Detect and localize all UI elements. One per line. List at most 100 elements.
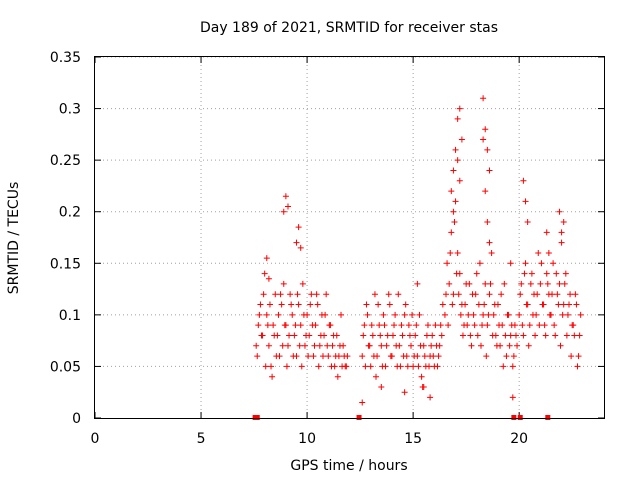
data-point bbox=[401, 311, 408, 318]
zero-marker bbox=[356, 415, 362, 420]
data-point bbox=[258, 332, 265, 339]
data-point bbox=[386, 301, 393, 308]
data-point bbox=[549, 291, 556, 298]
data-point bbox=[574, 363, 581, 370]
data-point bbox=[265, 275, 272, 282]
data-point bbox=[313, 291, 320, 298]
data-point bbox=[359, 353, 366, 360]
data-point bbox=[317, 332, 324, 339]
data-point bbox=[392, 311, 399, 318]
data-point bbox=[284, 342, 291, 349]
data-point bbox=[471, 322, 478, 329]
data-point bbox=[328, 363, 335, 370]
data-point bbox=[517, 291, 524, 298]
data-point bbox=[360, 332, 367, 339]
x-axis-title: GPS time / hours bbox=[290, 458, 407, 474]
data-point bbox=[510, 353, 517, 360]
data-point bbox=[308, 291, 315, 298]
data-point bbox=[446, 280, 453, 287]
data-point bbox=[324, 342, 331, 349]
data-point bbox=[555, 301, 562, 308]
data-point bbox=[255, 322, 262, 329]
data-point bbox=[448, 188, 455, 195]
x-tick-label: 15 bbox=[404, 431, 422, 447]
data-point bbox=[401, 389, 408, 396]
data-point bbox=[482, 188, 489, 195]
data-point bbox=[295, 301, 302, 308]
data-point bbox=[294, 291, 301, 298]
data-point bbox=[295, 224, 302, 231]
data-point bbox=[472, 291, 479, 298]
data-point bbox=[371, 291, 378, 298]
data-point bbox=[436, 342, 443, 349]
data-point bbox=[518, 280, 525, 287]
data-point bbox=[470, 311, 477, 318]
data-point bbox=[396, 342, 403, 349]
data-point bbox=[475, 301, 482, 308]
data-point bbox=[430, 353, 437, 360]
data-point bbox=[322, 311, 329, 318]
data-point bbox=[437, 322, 444, 329]
data-point bbox=[448, 229, 455, 236]
data-point bbox=[338, 311, 345, 318]
data-point bbox=[573, 301, 580, 308]
data-point bbox=[297, 322, 304, 329]
data-point bbox=[378, 342, 385, 349]
x-tick-label: 5 bbox=[197, 431, 206, 447]
data-point bbox=[441, 311, 448, 318]
data-point bbox=[323, 291, 330, 298]
data-point bbox=[507, 260, 514, 267]
data-point bbox=[362, 363, 369, 370]
data-point bbox=[368, 322, 375, 329]
data-point bbox=[486, 291, 493, 298]
data-point bbox=[480, 311, 487, 318]
data-point bbox=[280, 208, 287, 215]
data-point bbox=[410, 363, 417, 370]
data-point bbox=[369, 332, 376, 339]
data-point bbox=[394, 363, 401, 370]
data-point bbox=[269, 373, 276, 380]
data-point bbox=[336, 342, 343, 349]
data-point bbox=[277, 291, 284, 298]
data-point bbox=[263, 311, 270, 318]
data-point bbox=[486, 167, 493, 174]
data-point bbox=[260, 291, 267, 298]
data-point bbox=[491, 301, 498, 308]
data-point bbox=[387, 353, 394, 360]
data-point bbox=[476, 260, 483, 267]
data-point bbox=[404, 363, 411, 370]
plot-frame bbox=[94, 56, 605, 419]
data-point bbox=[540, 301, 547, 308]
data-point bbox=[367, 363, 374, 370]
data-point bbox=[553, 270, 560, 277]
data-point bbox=[562, 270, 569, 277]
y-tick-label: 0.25 bbox=[50, 153, 81, 169]
chart-title: Day 189 of 2021, SRMTID for receiver sta… bbox=[200, 20, 498, 36]
data-point bbox=[263, 255, 270, 262]
data-point bbox=[378, 384, 385, 391]
data-point bbox=[343, 363, 350, 370]
data-point bbox=[486, 239, 493, 246]
data-point bbox=[326, 322, 333, 329]
data-point bbox=[330, 332, 337, 339]
zero-marker bbox=[545, 415, 551, 420]
data-point bbox=[325, 353, 332, 360]
data-point bbox=[521, 270, 528, 277]
data-point bbox=[370, 353, 377, 360]
data-point bbox=[543, 229, 550, 236]
data-point bbox=[545, 249, 552, 256]
data-point bbox=[507, 332, 514, 339]
data-point bbox=[303, 332, 310, 339]
data-point bbox=[316, 342, 323, 349]
data-point bbox=[399, 332, 406, 339]
data-point bbox=[498, 291, 505, 298]
data-point bbox=[256, 311, 263, 318]
data-point bbox=[384, 332, 391, 339]
data-point bbox=[558, 229, 565, 236]
data-point bbox=[359, 399, 366, 406]
data-point bbox=[563, 332, 570, 339]
data-point bbox=[414, 280, 421, 287]
data-point bbox=[459, 332, 466, 339]
data-point bbox=[314, 301, 321, 308]
data-point bbox=[527, 280, 534, 287]
